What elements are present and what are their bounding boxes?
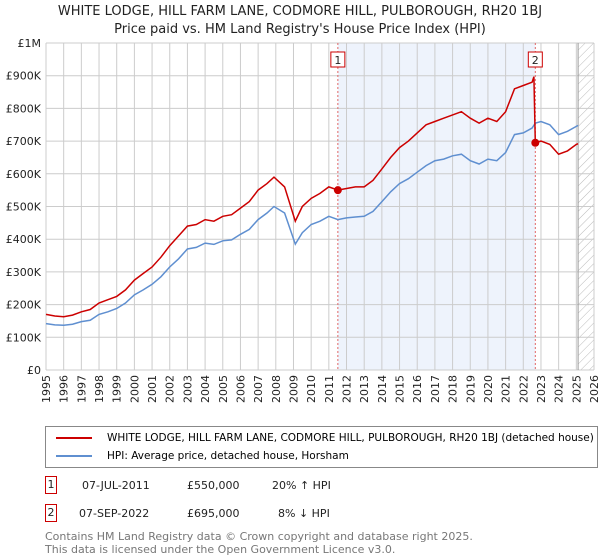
legend-swatch-property <box>56 437 92 439</box>
x-tick-label: 1999 <box>111 375 124 403</box>
x-tick-label: 2014 <box>376 375 389 403</box>
x-tick-label: 2003 <box>181 375 194 403</box>
y-tick-label: £200K <box>6 299 42 312</box>
property-price-line <box>45 76 579 318</box>
sale-marker-label: 2 <box>532 54 539 67</box>
hpi-line <box>45 120 579 326</box>
y-tick-label: £0 <box>27 364 41 377</box>
sale-marker-label: 1 <box>334 54 341 67</box>
x-tick-label: 2017 <box>429 375 442 403</box>
x-tick-label: 2022 <box>517 375 530 403</box>
y-tick-label: £700K <box>6 135 42 148</box>
footer: Contains HM Land Registry data © Crown c… <box>45 530 473 556</box>
x-tick-label: 2012 <box>341 375 354 403</box>
sale-date: 07-SEP-2022 <box>79 507 150 520</box>
x-tick-label: 1998 <box>93 375 106 403</box>
y-tick-label: £600K <box>6 168 42 181</box>
sale-point <box>531 138 540 147</box>
sale-row: 2 07-SEP-2022 £695,000 8% ↓ HPI <box>45 504 445 524</box>
x-tick-label: 2005 <box>217 375 230 403</box>
y-tick-label: £800K <box>6 102 42 115</box>
x-tick-label: 2002 <box>164 375 177 403</box>
legend-label-hpi: HPI: Average price, detached house, Hors… <box>107 450 349 462</box>
y-tick-label: £500K <box>6 201 42 214</box>
x-tick-label: 2024 <box>553 375 566 403</box>
x-tick-label: 2006 <box>234 375 247 403</box>
x-tick-label: 2009 <box>287 375 300 403</box>
legend: WHITE LODGE, HILL FARM LANE, CODMORE HIL… <box>45 426 598 468</box>
x-tick-label: 1995 <box>40 375 53 403</box>
x-tick-label: 2008 <box>270 375 283 403</box>
x-tick-label: 2013 <box>358 375 371 403</box>
plot-area: 1995 1996 1997 1998 1999 2000 2001 2002 2003 2004… <box>6 37 600 403</box>
sale-date: 07-JUL-2011 <box>82 479 150 492</box>
sale-hpi-diff: 8% ↓ HPI <box>278 507 330 520</box>
y-tick-label: £400K <box>6 233 42 246</box>
sale-badge: 2 <box>45 504 57 522</box>
y-tick-label: £300K <box>6 266 42 279</box>
footer-line-1: Contains HM Land Registry data © Crown c… <box>45 530 473 543</box>
chart-title: WHITE LODGE, HILL FARM LANE, CODMORE HIL… <box>57 4 543 19</box>
x-tick-label: 2015 <box>394 375 407 403</box>
y-tick-label: £1M <box>18 37 42 50</box>
x-tick-label: 2000 <box>128 375 141 403</box>
x-tick-label: 2019 <box>464 375 477 403</box>
legend-label-property: WHITE LODGE, HILL FARM LANE, CODMORE HIL… <box>107 432 594 444</box>
y-tick-label: £900K <box>6 70 42 83</box>
sale-hpi-diff: 20% ↑ HPI <box>272 479 331 492</box>
x-tick-label: 2018 <box>447 375 460 403</box>
sale-marker-badge <box>330 51 346 68</box>
x-tick-label: 2026 <box>588 375 600 403</box>
x-tick-label: 1996 <box>58 375 71 403</box>
x-tick-label: 2021 <box>500 375 513 403</box>
x-tick-label: 2011 <box>323 375 336 403</box>
x-tick-label: 2023 <box>535 375 548 403</box>
x-tick-label: 2016 <box>411 375 424 403</box>
legend-swatch-hpi <box>56 455 92 457</box>
sale-marker-badge <box>527 51 543 68</box>
x-tick-label: 2010 <box>305 375 318 403</box>
y-tick-label: £100K <box>6 331 42 344</box>
x-tick-label: 2025 <box>570 375 583 403</box>
sale-point <box>333 186 342 195</box>
chart-subtitle: Price paid vs. HM Land Registry's House … <box>114 22 486 37</box>
x-tick-label: 2020 <box>482 375 495 403</box>
sale-price: £695,000 <box>187 507 240 520</box>
x-tick-label: 2007 <box>252 375 265 403</box>
x-tick-label: 2004 <box>199 375 212 403</box>
sale-row: 1 07-JUL-2011 £550,000 20% ↑ HPI <box>45 476 445 496</box>
x-tick-label: 1997 <box>75 375 88 403</box>
footer-line-2: This data is licensed under the Open Gov… <box>45 543 396 556</box>
x-tick-label: 2001 <box>146 375 159 403</box>
sale-badge: 1 <box>45 476 57 494</box>
sale-price: £550,000 <box>187 479 240 492</box>
